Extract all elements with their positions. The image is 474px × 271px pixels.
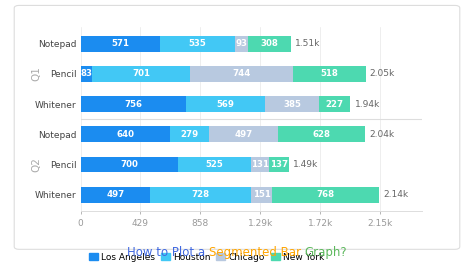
Bar bbox=[190, 66, 293, 82]
Text: 700: 700 bbox=[120, 160, 138, 169]
Text: Graph?: Graph? bbox=[304, 246, 347, 259]
Text: 131: 131 bbox=[251, 160, 269, 169]
Text: 756: 756 bbox=[124, 100, 142, 109]
Bar bbox=[265, 96, 319, 112]
Bar bbox=[293, 66, 365, 82]
Text: 1.51k: 1.51k bbox=[295, 39, 320, 48]
Bar bbox=[81, 66, 92, 82]
Bar bbox=[178, 157, 251, 172]
Text: 768: 768 bbox=[317, 190, 335, 199]
Text: 2.05k: 2.05k bbox=[370, 69, 395, 78]
Text: 535: 535 bbox=[189, 39, 206, 48]
Bar bbox=[81, 127, 170, 142]
Text: 2.14k: 2.14k bbox=[383, 190, 409, 199]
Text: 728: 728 bbox=[191, 190, 210, 199]
Text: 640: 640 bbox=[116, 130, 134, 139]
Bar bbox=[319, 96, 350, 112]
Text: 744: 744 bbox=[232, 69, 251, 78]
Bar bbox=[235, 36, 247, 51]
Text: 1.49k: 1.49k bbox=[293, 160, 318, 169]
Text: 628: 628 bbox=[312, 130, 330, 139]
Bar bbox=[170, 127, 209, 142]
Bar bbox=[209, 127, 278, 142]
Bar bbox=[150, 187, 251, 203]
Text: How to Plot a: How to Plot a bbox=[127, 246, 209, 259]
Bar bbox=[247, 36, 291, 51]
Bar bbox=[81, 36, 160, 51]
Bar bbox=[272, 187, 379, 203]
Text: 227: 227 bbox=[326, 100, 344, 109]
Bar bbox=[251, 187, 272, 203]
Text: Q1: Q1 bbox=[31, 66, 41, 81]
Bar bbox=[186, 96, 265, 112]
Text: 497: 497 bbox=[234, 130, 252, 139]
Bar bbox=[160, 36, 235, 51]
Text: 2.04k: 2.04k bbox=[370, 130, 395, 139]
Text: 571: 571 bbox=[111, 39, 129, 48]
Text: Segmented Bar: Segmented Bar bbox=[209, 246, 304, 259]
Text: 525: 525 bbox=[206, 160, 224, 169]
Bar bbox=[81, 157, 178, 172]
Text: 83: 83 bbox=[81, 69, 92, 78]
Text: 701: 701 bbox=[132, 69, 150, 78]
Bar bbox=[251, 157, 269, 172]
Bar bbox=[81, 187, 150, 203]
Text: Q2: Q2 bbox=[31, 157, 41, 172]
Text: 385: 385 bbox=[283, 100, 301, 109]
Text: 151: 151 bbox=[253, 190, 271, 199]
Legend: Los Angeles, Houston, Chicago, New York: Los Angeles, Houston, Chicago, New York bbox=[85, 249, 328, 265]
Bar bbox=[92, 66, 190, 82]
Text: 308: 308 bbox=[260, 39, 278, 48]
Text: 279: 279 bbox=[180, 130, 198, 139]
Text: 137: 137 bbox=[270, 160, 288, 169]
Bar bbox=[81, 96, 186, 112]
Text: 93: 93 bbox=[235, 39, 247, 48]
Text: 1.94k: 1.94k bbox=[355, 100, 380, 109]
Text: 518: 518 bbox=[320, 69, 338, 78]
Text: 569: 569 bbox=[217, 100, 235, 109]
Bar bbox=[269, 157, 289, 172]
Bar bbox=[278, 127, 365, 142]
Text: 497: 497 bbox=[106, 190, 124, 199]
